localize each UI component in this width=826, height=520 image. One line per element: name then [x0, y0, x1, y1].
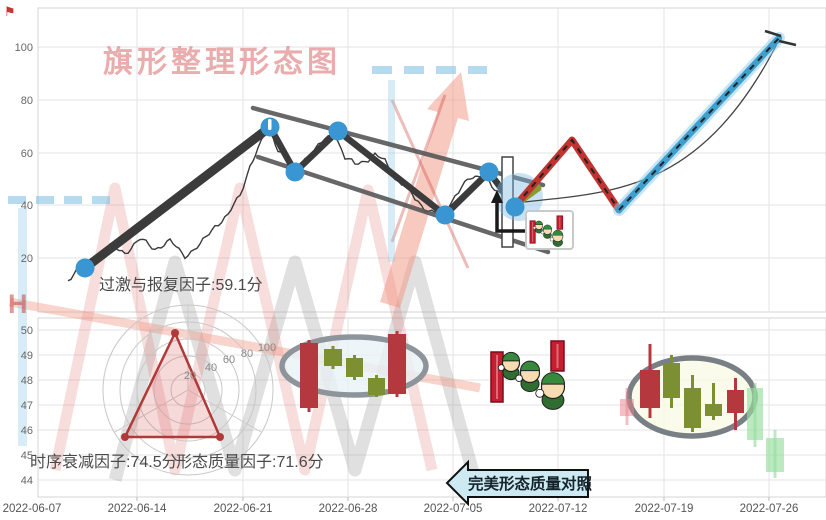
soldier-cap	[542, 373, 565, 385]
y-tick-47: 47	[21, 400, 33, 412]
soldier-hand	[536, 389, 544, 397]
watermark-layer: 旗形整理形态图 H ⚑	[4, 4, 487, 480]
candle-body	[766, 438, 784, 472]
candle-body	[663, 363, 680, 398]
perfect-pattern-callout[interactable]: 完美形态质量对照	[447, 462, 592, 504]
pivot-dot-3[interactable]	[329, 122, 348, 141]
breakout-soldiers-clipart	[491, 341, 565, 409]
y-tick-100: 100	[15, 42, 33, 54]
candle-body	[747, 388, 763, 440]
candle-body	[300, 343, 318, 408]
y-tick-80: 80	[21, 95, 33, 107]
time-decay-factor-label: 时序衰减因子:74.5分	[30, 453, 178, 471]
x-axis: 2022-06-07 2022-06-14 2022-06-21 2022-06…	[3, 503, 799, 515]
bear-flag-candle-cluster	[282, 331, 426, 412]
y-tick-45: 45	[21, 450, 33, 462]
y-tick-40: 40	[21, 200, 33, 212]
x-tick-4: 2022-06-28	[319, 503, 378, 515]
x-tick-2: 2022-06-14	[108, 503, 167, 515]
radar-tick-40: 40	[205, 362, 217, 374]
callout-label: 完美形态质量对照	[468, 474, 593, 493]
x-tick-6: 2022-07-12	[529, 503, 588, 515]
soldier-cap	[535, 221, 543, 225]
bull-flag-candle-cluster	[620, 344, 784, 478]
x-tick-5: 2022-07-05	[424, 503, 483, 515]
pivot-dot-5[interactable]	[480, 163, 499, 182]
radar-tick-80: 80	[241, 348, 253, 360]
y-tick-48: 48	[21, 375, 33, 387]
pivot-dot-6[interactable]	[506, 198, 525, 217]
radar-vertex-dot	[216, 433, 224, 441]
y-tick-20: 20	[21, 253, 33, 265]
radar-tick-100: 100	[258, 342, 276, 354]
x-tick-8: 2022-07-26	[740, 503, 799, 515]
radar-tick-60: 60	[223, 354, 235, 366]
soldier-cap	[521, 361, 540, 371]
y-tick-44: 44	[21, 475, 33, 487]
y-tick-50: 50	[21, 325, 33, 337]
overshoot-factor-label: 过激与报复因子:59.1分	[99, 276, 263, 294]
y-tick-46: 46	[21, 425, 33, 437]
soldier-hand	[516, 375, 523, 382]
pivot-dot-0[interactable]	[76, 259, 95, 278]
pivot-dot-4[interactable]	[436, 206, 455, 225]
corner-flag-icon: ⚑	[4, 4, 16, 19]
x-tick-3: 2022-06-21	[214, 503, 273, 515]
soldier-hand	[533, 226, 536, 229]
radar-vertex-dot	[171, 329, 179, 337]
soldier-hand	[541, 231, 544, 234]
soldier-hand	[550, 238, 554, 242]
candle-body	[705, 404, 722, 416]
radar-vertex-dot	[121, 433, 129, 441]
radar-tick-20: 20	[184, 370, 196, 382]
quality-factor-label: 形态质量因子:71.6分	[176, 453, 324, 471]
pivot-dot-2[interactable]	[286, 163, 305, 182]
candle-body	[368, 378, 385, 395]
candle-body	[324, 349, 342, 366]
x-tick-7: 2022-07-19	[635, 503, 694, 515]
candle-body	[684, 388, 701, 428]
candle-body	[346, 358, 363, 377]
soldier-hand	[498, 365, 504, 371]
candle-body	[640, 370, 660, 408]
candle-body	[620, 399, 634, 416]
y-tick-49: 49	[21, 350, 33, 362]
candle-body	[388, 334, 406, 394]
soldier-cap	[503, 352, 520, 361]
candle-body	[727, 390, 744, 413]
flag-pattern-chart: 旗形整理形态图 H ⚑ 20 40 60 80 100 过激与报复因子:59.1…	[0, 0, 826, 520]
x-tick-1: 2022-06-07	[3, 503, 62, 515]
y-tick-60: 60	[21, 148, 33, 160]
watermark-title: 旗形整理形态图	[103, 46, 341, 79]
pivot-pin-mark	[268, 119, 272, 130]
watermark-letter-h: H	[8, 289, 28, 319]
